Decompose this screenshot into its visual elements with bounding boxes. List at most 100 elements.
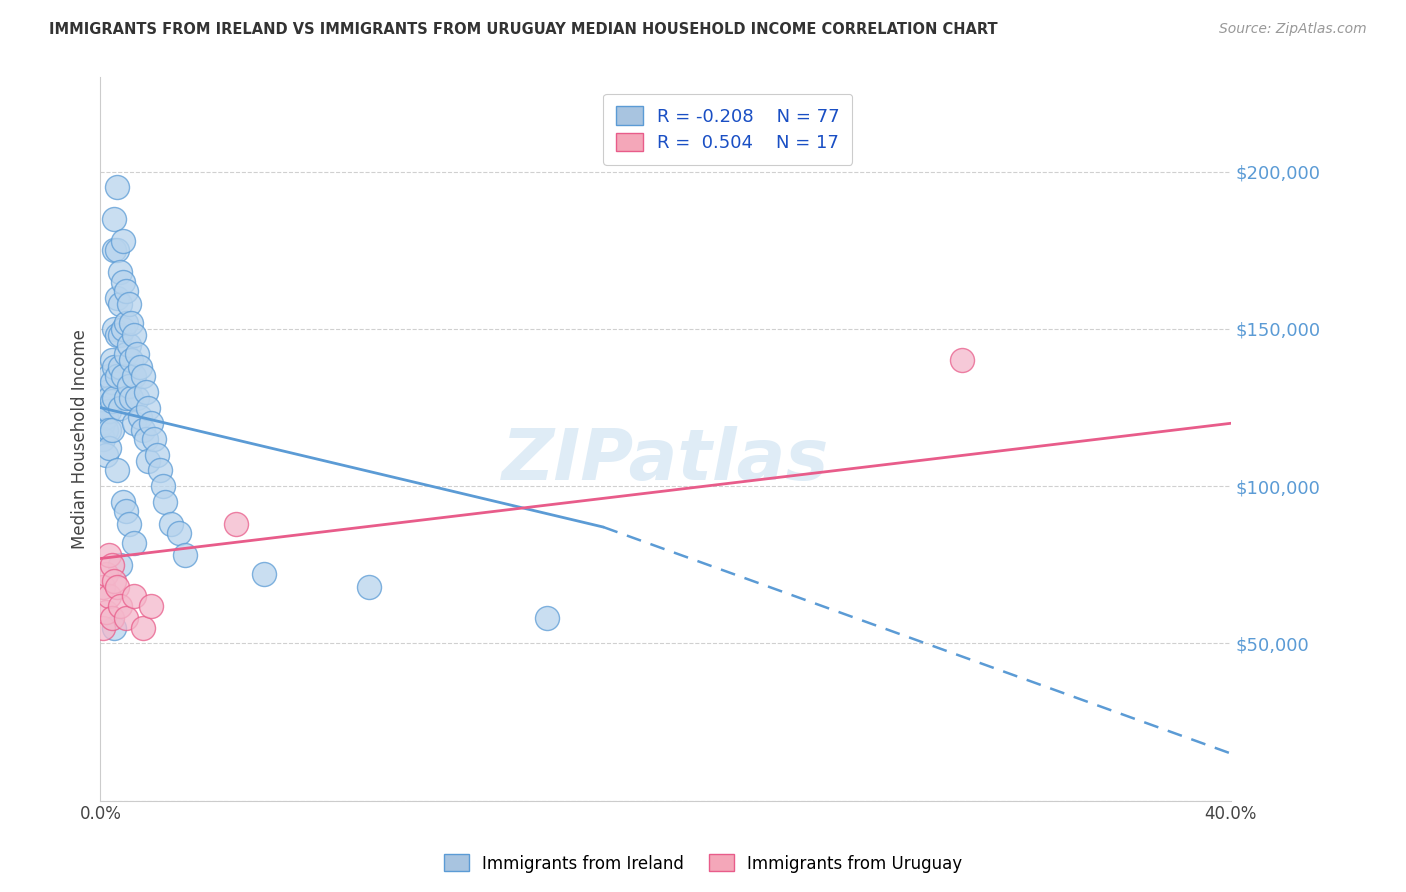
Point bbox=[132, 423, 155, 437]
Point bbox=[100, 558, 122, 572]
Point bbox=[111, 275, 134, 289]
Point bbox=[100, 611, 122, 625]
Point bbox=[536, 611, 558, 625]
Point bbox=[117, 516, 139, 531]
Point bbox=[120, 316, 142, 330]
Point bbox=[103, 244, 125, 258]
Point bbox=[105, 463, 128, 477]
Point bbox=[122, 328, 145, 343]
Point bbox=[950, 353, 973, 368]
Point bbox=[114, 504, 136, 518]
Point bbox=[135, 432, 157, 446]
Point bbox=[138, 401, 160, 415]
Point bbox=[174, 549, 197, 563]
Point bbox=[114, 611, 136, 625]
Point bbox=[91, 417, 114, 431]
Point bbox=[143, 432, 166, 446]
Point bbox=[94, 410, 117, 425]
Point bbox=[129, 359, 152, 374]
Point bbox=[108, 599, 131, 613]
Point bbox=[108, 297, 131, 311]
Point bbox=[97, 442, 120, 456]
Point bbox=[100, 423, 122, 437]
Point bbox=[105, 291, 128, 305]
Text: ZIPatlas: ZIPatlas bbox=[502, 426, 830, 495]
Point bbox=[103, 211, 125, 226]
Point bbox=[100, 376, 122, 390]
Point bbox=[253, 567, 276, 582]
Point bbox=[105, 244, 128, 258]
Point bbox=[97, 391, 120, 405]
Point bbox=[132, 369, 155, 384]
Point bbox=[108, 359, 131, 374]
Point bbox=[105, 180, 128, 194]
Point bbox=[160, 516, 183, 531]
Point bbox=[114, 347, 136, 361]
Point bbox=[114, 285, 136, 299]
Point bbox=[122, 369, 145, 384]
Point bbox=[225, 516, 247, 531]
Point bbox=[129, 410, 152, 425]
Point bbox=[117, 337, 139, 351]
Point bbox=[169, 526, 191, 541]
Point bbox=[149, 463, 172, 477]
Point bbox=[103, 621, 125, 635]
Point bbox=[108, 401, 131, 415]
Y-axis label: Median Household Income: Median Household Income bbox=[72, 329, 89, 549]
Point bbox=[94, 605, 117, 619]
Point bbox=[122, 417, 145, 431]
Point bbox=[97, 589, 120, 603]
Point bbox=[103, 391, 125, 405]
Point bbox=[141, 417, 163, 431]
Point bbox=[111, 369, 134, 384]
Point bbox=[100, 394, 122, 409]
Point bbox=[108, 328, 131, 343]
Point bbox=[94, 423, 117, 437]
Point bbox=[146, 448, 169, 462]
Point bbox=[91, 401, 114, 415]
Point bbox=[138, 454, 160, 468]
Point bbox=[122, 589, 145, 603]
Point bbox=[103, 574, 125, 588]
Point bbox=[114, 391, 136, 405]
Point bbox=[91, 580, 114, 594]
Point bbox=[105, 580, 128, 594]
Point bbox=[108, 265, 131, 279]
Point bbox=[91, 621, 114, 635]
Point bbox=[108, 558, 131, 572]
Point bbox=[122, 536, 145, 550]
Point bbox=[114, 316, 136, 330]
Point bbox=[127, 391, 149, 405]
Point bbox=[94, 567, 117, 582]
Point bbox=[97, 423, 120, 437]
Text: Source: ZipAtlas.com: Source: ZipAtlas.com bbox=[1219, 22, 1367, 37]
Point bbox=[97, 403, 120, 417]
Point bbox=[105, 369, 128, 384]
Point bbox=[91, 432, 114, 446]
Legend: R = -0.208    N = 77, R =  0.504    N = 17: R = -0.208 N = 77, R = 0.504 N = 17 bbox=[603, 94, 852, 165]
Point bbox=[111, 495, 134, 509]
Point bbox=[117, 378, 139, 392]
Point bbox=[103, 359, 125, 374]
Point bbox=[152, 479, 174, 493]
Point bbox=[120, 391, 142, 405]
Point bbox=[94, 448, 117, 462]
Point bbox=[97, 549, 120, 563]
Point bbox=[111, 234, 134, 248]
Point bbox=[94, 384, 117, 399]
Text: IMMIGRANTS FROM IRELAND VS IMMIGRANTS FROM URUGUAY MEDIAN HOUSEHOLD INCOME CORRE: IMMIGRANTS FROM IRELAND VS IMMIGRANTS FR… bbox=[49, 22, 998, 37]
Point bbox=[132, 621, 155, 635]
Point bbox=[357, 580, 380, 594]
Point bbox=[103, 322, 125, 336]
Point bbox=[120, 353, 142, 368]
Point bbox=[135, 384, 157, 399]
Point bbox=[111, 322, 134, 336]
Point bbox=[117, 297, 139, 311]
Point bbox=[127, 347, 149, 361]
Point bbox=[97, 369, 120, 384]
Point bbox=[155, 495, 177, 509]
Point bbox=[100, 353, 122, 368]
Point bbox=[141, 599, 163, 613]
Legend: Immigrants from Ireland, Immigrants from Uruguay: Immigrants from Ireland, Immigrants from… bbox=[437, 847, 969, 880]
Point bbox=[105, 328, 128, 343]
